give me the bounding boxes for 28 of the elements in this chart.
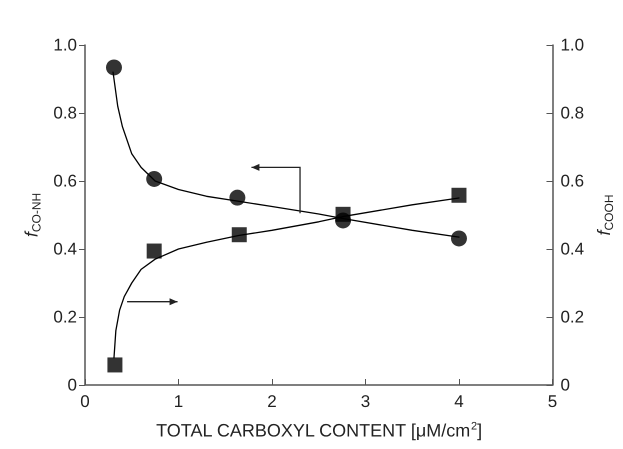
x-tick-label: 5 <box>548 392 558 411</box>
x-tick-label: 2 <box>267 392 277 411</box>
point <box>232 227 247 242</box>
y-tick-label: 0.4 <box>53 240 77 258</box>
point <box>146 244 162 259</box>
y2-tick-label: 0.6 <box>560 172 584 190</box>
y2-tick-label: 1.0 <box>560 36 584 54</box>
x-tick-label: 4 <box>454 392 464 411</box>
y-tick-label: 0.8 <box>53 104 77 122</box>
y-tick-label: 0 <box>68 376 77 394</box>
point <box>146 170 162 187</box>
y2-axis-title: fCOOH <box>594 194 616 236</box>
point <box>451 188 466 203</box>
x-tick-label: 1 <box>174 392 184 411</box>
x-tick-label: 3 <box>360 392 370 411</box>
x-tick-label: 0 <box>80 392 90 411</box>
point <box>229 190 246 206</box>
point <box>107 357 122 372</box>
y2-tick-label: 0.2 <box>560 308 584 326</box>
y-tick-label: 0.2 <box>53 308 77 326</box>
point <box>106 59 122 76</box>
y2-tick-label: 0.8 <box>560 104 584 122</box>
point <box>450 230 467 246</box>
y-tick-label: 0.6 <box>53 172 77 190</box>
y2-tick-label: 0 <box>560 376 570 394</box>
y2-tick-label: 0.4 <box>560 240 584 258</box>
y-tick-label: 1.0 <box>53 36 77 54</box>
y-axis-title: fCO-NH <box>21 192 44 238</box>
